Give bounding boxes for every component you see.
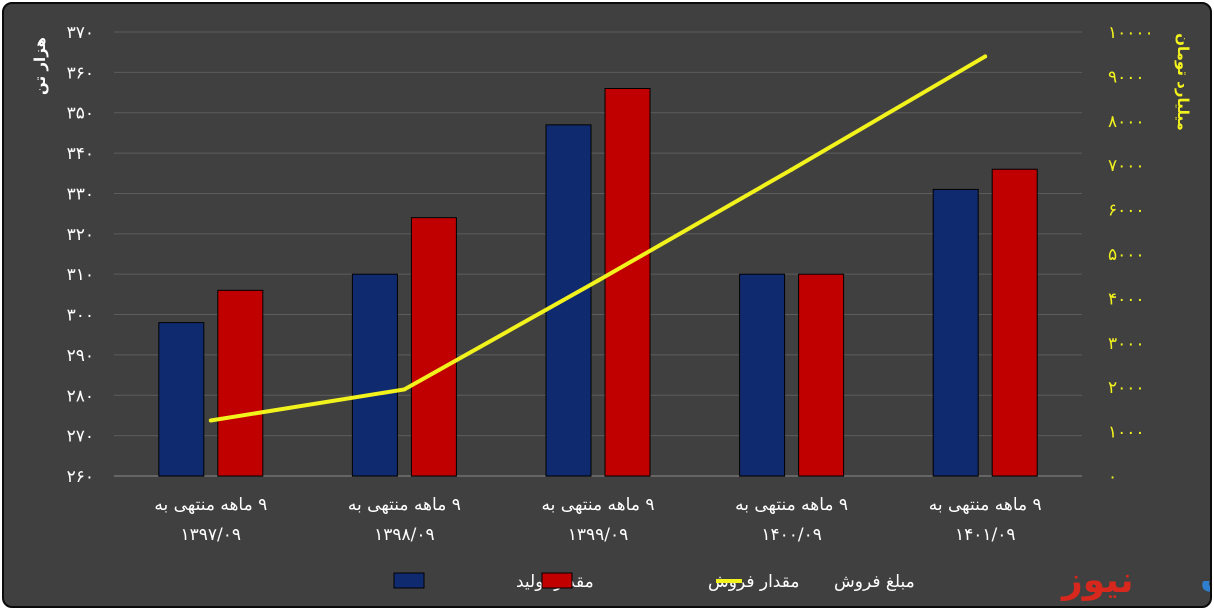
left-axis-title: هزار تن [31, 37, 49, 95]
bar-production [739, 273, 786, 477]
category-label: ۹ ماهه منتهی به [735, 495, 848, 515]
category-label: ۹ ماهه منتهی به [929, 495, 1042, 515]
line-point [208, 418, 213, 423]
legend: مقدار تولید مقدار فروش مبلغ فروش [393, 572, 915, 592]
right-tick-label: ۷۰۰۰ [1108, 156, 1145, 176]
right-tick-label: ۱۰۰۰۰ [1108, 23, 1154, 43]
bar-sales-qty [410, 217, 457, 477]
bar-sales-qty [604, 88, 651, 477]
line-point [789, 167, 794, 172]
category-labels: ۹ ماهه منتهی به ۱۳۹۷/۰۹ ۹ ماهه منتهی به ۱۳۹… [154, 495, 1041, 545]
bar-sales-qty [798, 273, 845, 477]
right-tick-label: ۶۰۰۰ [1108, 201, 1145, 221]
left-tick-label: ۳۰۰ [67, 306, 94, 326]
left-tick-label: ۲۸۰ [67, 386, 94, 406]
logo-part-news: نیوز [1060, 560, 1134, 601]
chart: ۲۶۰ ۲۷۰ ۲۸۰ ۲۹۰ ۳۰۰ ۳۱۰ ۳۲۰ ۳۳۰ ۳۴۰ ۳۵۰ ۳۶۰ ۳۷۰ ۰ ۱۰… [31, 23, 1210, 601]
bar-production [351, 273, 398, 477]
gridlines [114, 31, 1082, 477]
left-tick-label: ۳۷۰ [67, 23, 94, 43]
category-label: ۱۳۹۷/۰۹ [181, 525, 242, 545]
logo: نیوز تجارت [1060, 560, 1210, 601]
left-tick-label: ۳۱۰ [67, 265, 94, 285]
bar-production [545, 124, 592, 477]
left-tick-label: ۳۴۰ [67, 144, 94, 164]
right-tick-label: ۹۰۰۰ [1108, 67, 1145, 87]
legend-key-bar [541, 572, 573, 589]
right-tick-label: ۸۰۰۰ [1108, 112, 1145, 132]
left-axis-ticks: ۲۶۰ ۲۷۰ ۲۸۰ ۲۹۰ ۳۰۰ ۳۱۰ ۳۲۰ ۳۳۰ ۳۴۰ ۳۵۰ ۳۶۰ ۳۷۰ [67, 23, 94, 487]
left-tick-label: ۳۳۰ [67, 184, 94, 204]
left-tick-label: ۲۶۰ [67, 467, 94, 487]
right-tick-label: ۳۰۰۰ [1108, 334, 1145, 354]
bar-production [158, 322, 205, 477]
line-point [402, 387, 407, 392]
bar-sales-qty [217, 289, 264, 477]
bar-sales-qty [991, 168, 1038, 477]
line-path [210, 54, 987, 423]
bar-production [932, 188, 979, 477]
logo-part-trade: تجارت [1200, 560, 1210, 601]
bars [158, 88, 1038, 477]
line-point [596, 278, 600, 283]
category-label: ۱۴۰۱/۰۹ [955, 525, 1016, 545]
right-tick-label: ۴۰۰۰ [1108, 289, 1145, 309]
right-tick-label: ۲۰۰۰ [1108, 378, 1145, 398]
category-label: ۱۴۰۰/۰۹ [761, 525, 822, 545]
legend-key-bar [393, 572, 425, 589]
left-tick-label: ۳۲۰ [67, 225, 94, 245]
right-tick-label: ۰ [1108, 467, 1117, 487]
right-axis-title: میلیارد تومان [1174, 33, 1192, 131]
right-tick-label: ۱۰۰۰ [1108, 423, 1145, 443]
category-label: ۹ ماهه منتهی به [542, 495, 655, 515]
left-tick-label: ۲۹۰ [67, 346, 94, 366]
left-tick-label: ۳۶۰ [67, 63, 94, 83]
legend-label: مقدار فروش [708, 572, 799, 592]
right-axis-ticks: ۰ ۱۰۰۰ ۲۰۰۰ ۳۰۰۰ ۴۰۰۰ ۵۰۰۰ ۶۰۰۰ ۷۰۰۰ ۸۰۰۰ ۹۰۰۰ ۱۰۰… [1108, 23, 1154, 487]
legend-label: مبلغ فروش [834, 572, 915, 592]
category-label: ۱۳۹۸/۰۹ [374, 525, 435, 545]
left-tick-label: ۳۵۰ [67, 104, 94, 124]
left-tick-label: ۲۷۰ [67, 427, 94, 447]
sales-amount-line [208, 54, 988, 423]
category-label: ۹ ماهه منتهی به [348, 495, 461, 515]
line-point [983, 54, 988, 59]
category-label: ۹ ماهه منتهی به [154, 495, 267, 515]
category-label: ۱۳۹۹/۰۹ [568, 525, 629, 545]
right-tick-label: ۵۰۰۰ [1108, 245, 1145, 265]
